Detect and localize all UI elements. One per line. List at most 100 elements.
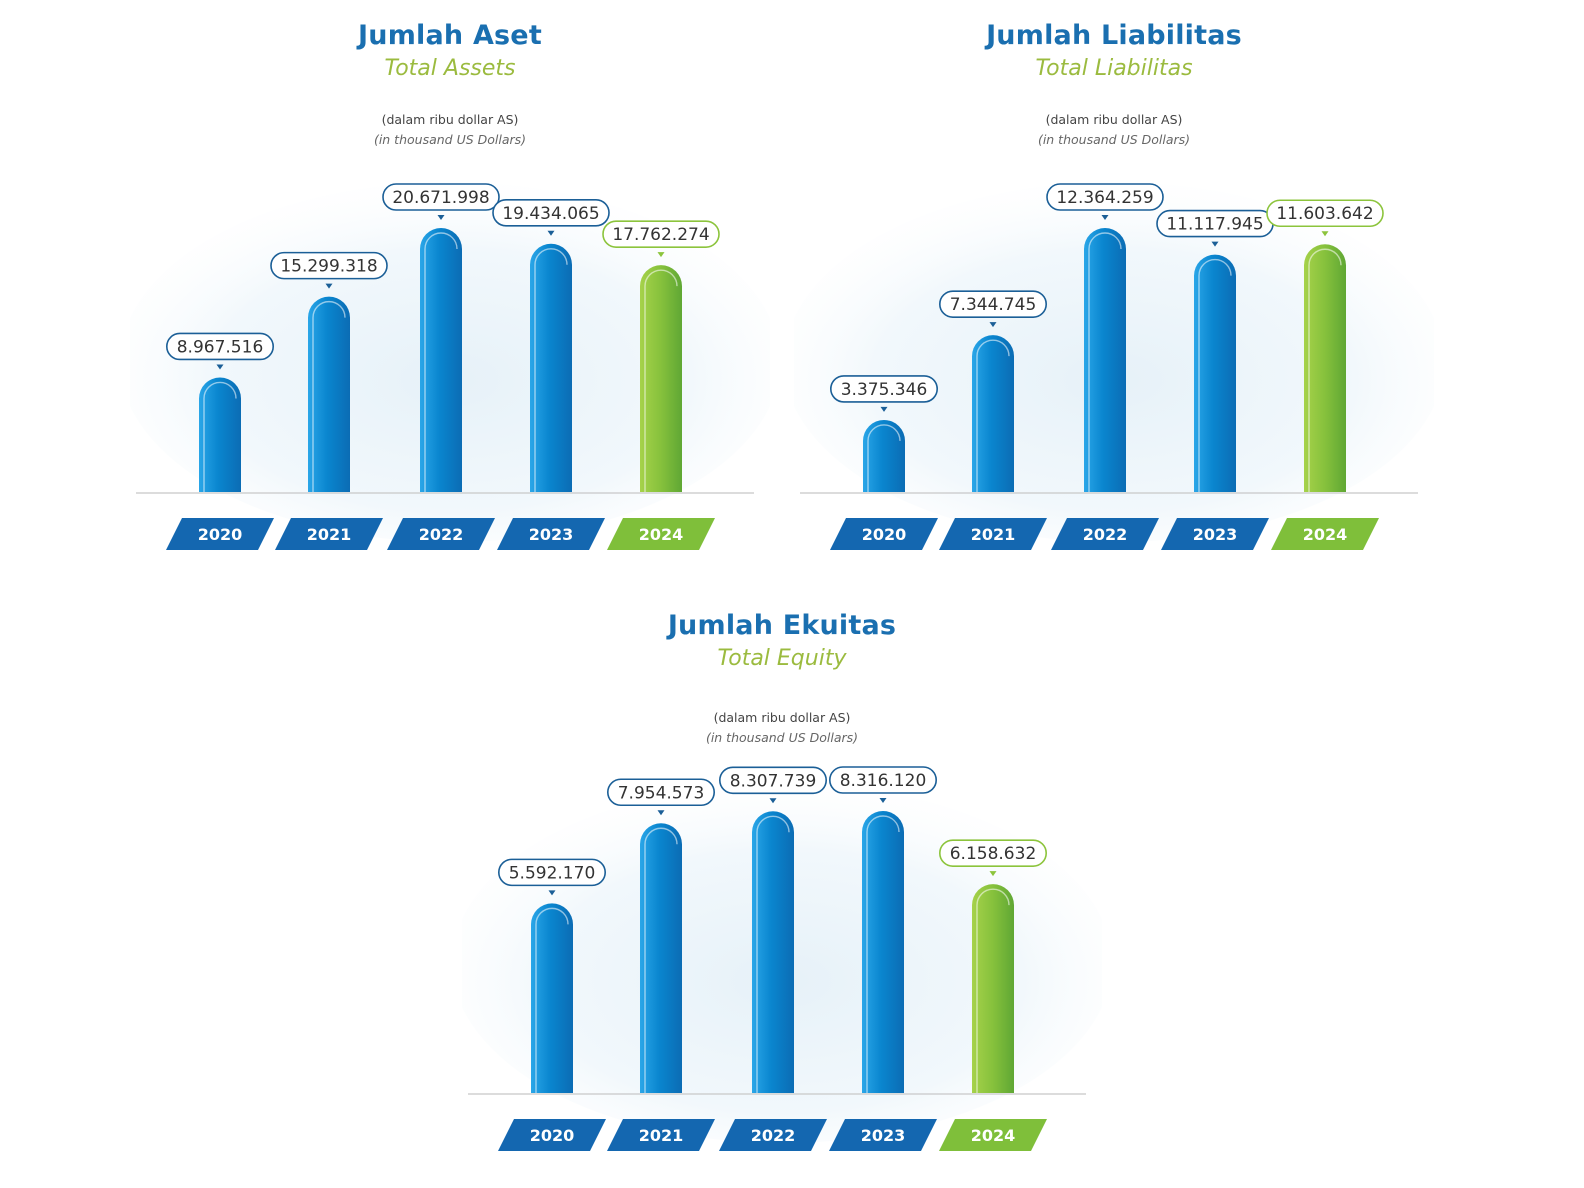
equity-bar-2022 <box>752 811 794 1093</box>
bar-shine <box>644 827 678 1093</box>
value-label-pill <box>829 375 939 403</box>
bar-shine <box>1308 248 1342 492</box>
equity-chart: 5.592.170 2020 7.954.573 2021 8.307.739 2022 8… <box>462 766 1102 1151</box>
assets-chart-unit-id: (dalam ribu dollar AS) <box>381 112 519 127</box>
value-label-pill <box>270 251 388 280</box>
liabilities-value-label-2024: 11.603.642 <box>1276 204 1373 224</box>
equity-year-tag-2022 <box>719 1119 827 1151</box>
liabilities-bar-2024 <box>1304 244 1346 492</box>
value-pointer-icon <box>1321 231 1329 237</box>
liabilities-year-tag-2023 <box>1161 518 1269 550</box>
equity-value-label-2023: 8.316.120 <box>840 771 927 791</box>
assets-year-label-2023: 2023 <box>529 525 574 544</box>
liabilities-year-label-2020: 2020 <box>862 525 907 544</box>
assets-chart-subtitle: Total Assets <box>384 56 516 81</box>
liabilities-chart-subtitle: Total Liabilitas <box>1035 56 1193 81</box>
value-pointer-icon <box>989 871 997 877</box>
assets-bar-2020 <box>199 377 241 492</box>
value-label-pill <box>718 766 827 795</box>
assets-value-label-2021: 15.299.318 <box>280 257 377 277</box>
value-label-pill <box>828 766 937 794</box>
value-pointer-icon <box>1101 215 1109 220</box>
assets-value-label-2023: 19.434.065 <box>502 204 599 224</box>
value-pointer-icon <box>880 406 888 412</box>
liabilities-year-tag-2021 <box>939 518 1047 550</box>
liabilities-chart-unit-en: (in thousand US Dollars) <box>1037 132 1191 147</box>
assets-chart-title: Jumlah Aset <box>358 20 542 51</box>
value-label-pill <box>939 290 1048 318</box>
bar-shine <box>203 381 237 492</box>
value-label-pill <box>497 858 607 887</box>
bar-shine <box>424 232 458 492</box>
value-pointer-icon <box>216 364 224 370</box>
equity-chart-panel: Jumlah Ekuitas Total Equity (dalam ribu … <box>462 600 1102 1180</box>
value-pointer-icon <box>879 798 887 803</box>
liabilities-bar-2022 <box>1084 228 1126 492</box>
bar-shine <box>1198 258 1232 492</box>
assets-value-label-2020: 8.967.516 <box>177 337 264 357</box>
liabilities-bar-2023 <box>1194 254 1236 492</box>
liabilities-year-tag-2022 <box>1051 518 1159 550</box>
assets-bar-2024 <box>640 265 682 492</box>
equity-chart-unit-en: (in thousand US Dollars) <box>705 730 859 745</box>
value-label-pill <box>382 183 500 211</box>
assets-bar-2023 <box>530 243 572 492</box>
equity-year-label-2021: 2021 <box>639 1126 684 1145</box>
equity-chart-subtitle: Total Equity <box>717 646 847 671</box>
bar-shine <box>644 269 678 492</box>
bar-shine <box>756 815 790 1093</box>
value-label-pill <box>165 332 275 361</box>
liabilities-chart-unit-id: (dalam ribu dollar AS) <box>1045 112 1183 127</box>
value-pointer-icon <box>547 230 555 236</box>
equity-year-tag-2020 <box>498 1119 606 1151</box>
equity-year-tag-2024 <box>939 1119 1047 1151</box>
equity-year-label-2024: 2024 <box>971 1126 1016 1145</box>
value-pointer-icon <box>548 890 556 896</box>
equity-value-label-2020: 5.592.170 <box>509 863 596 883</box>
value-label-pill <box>492 199 610 227</box>
assets-year-tag-2021 <box>275 518 383 550</box>
liabilities-value-label-2020: 3.375.346 <box>841 380 928 400</box>
liabilities-value-label-2023: 11.117.945 <box>1166 215 1263 235</box>
value-pointer-icon <box>325 283 333 289</box>
value-pointer-icon <box>1211 241 1219 247</box>
bar-shine <box>535 907 569 1093</box>
equity-chart-title: Jumlah Ekuitas <box>667 610 897 641</box>
equity-bar-2023 <box>862 811 904 1093</box>
assets-chart: 8.967.516 2020 15.299.318 2021 20.671.998 202… <box>130 182 770 550</box>
equity-value-label-2022: 8.307.739 <box>730 771 817 791</box>
liabilities-year-label-2021: 2021 <box>971 525 1016 544</box>
bar-shine <box>976 339 1010 492</box>
assets-chart-unit-en: (in thousand US Dollars) <box>373 132 527 147</box>
assets-year-tag-2023 <box>497 518 605 550</box>
liabilities-chart: 3.375.346 2020 7.344.745 2021 12.364.259 2022… <box>794 182 1434 550</box>
bar-shine <box>312 300 346 492</box>
liabilities-value-label-2021: 7.344.745 <box>950 295 1037 315</box>
assets-year-label-2024: 2024 <box>639 525 684 544</box>
bar-shine <box>534 248 568 492</box>
assets-year-label-2020: 2020 <box>198 525 243 544</box>
equity-bar-2021 <box>640 823 682 1093</box>
assets-value-label-2024: 17.762.274 <box>612 225 709 245</box>
assets-year-tag-2020 <box>166 518 274 550</box>
liabilities-value-label-2022: 12.364.259 <box>1056 188 1153 208</box>
liabilities-bar-2021 <box>972 335 1014 492</box>
assets-value-label-2022: 20.671.998 <box>392 188 489 208</box>
liabilities-bar-2020 <box>863 419 905 492</box>
assets-bar-2022 <box>420 228 462 492</box>
bar-shine <box>1088 232 1122 492</box>
bar-shine <box>867 424 901 492</box>
value-label-pill <box>1046 183 1164 211</box>
equity-year-label-2022: 2022 <box>751 1126 796 1145</box>
bar-shine <box>866 815 900 1093</box>
equity-bar-2024 <box>972 884 1014 1093</box>
value-pointer-icon <box>437 215 445 220</box>
value-pointer-icon <box>769 798 777 804</box>
bar-shine <box>976 888 1010 1093</box>
equity-year-tag-2023 <box>829 1119 937 1151</box>
liabilities-chart-panel: Jumlah Liabilitas Total Liabilitas (dala… <box>794 0 1434 570</box>
assets-year-label-2022: 2022 <box>419 525 464 544</box>
assets-bar-2021 <box>308 296 350 492</box>
liabilities-chart-title: Jumlah Liabilitas <box>986 20 1242 51</box>
liabilities-year-label-2023: 2023 <box>1193 525 1238 544</box>
